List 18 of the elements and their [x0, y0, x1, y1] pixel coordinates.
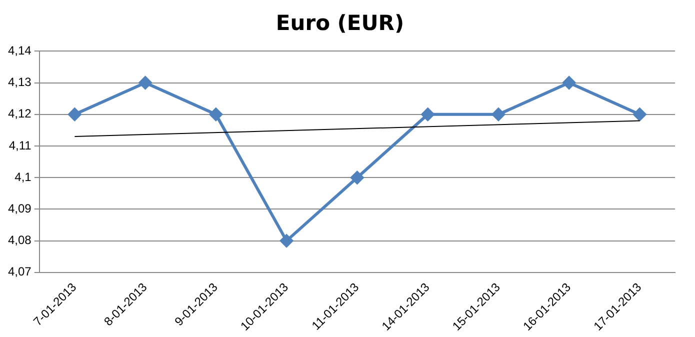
point	[209, 108, 222, 121]
y-tick-label: 4,13	[8, 75, 32, 90]
point	[421, 108, 434, 121]
y-tick-label: 4,14	[8, 44, 32, 58]
point	[562, 76, 576, 90]
point	[68, 108, 82, 121]
point	[350, 171, 364, 184]
y-tick-label: 4,09	[8, 202, 32, 216]
point	[280, 234, 294, 248]
point	[138, 76, 152, 90]
point	[492, 108, 505, 121]
y-tick-label: 4,08	[8, 233, 32, 248]
chart-title: Euro (EUR)	[276, 11, 404, 36]
y-tick-label: 4,1	[14, 170, 32, 184]
point	[633, 108, 646, 121]
y-tick-label: 4,07	[8, 264, 32, 279]
y-tick-label: 4,11	[8, 138, 32, 152]
y-tick-label: 4,12	[8, 106, 32, 121]
